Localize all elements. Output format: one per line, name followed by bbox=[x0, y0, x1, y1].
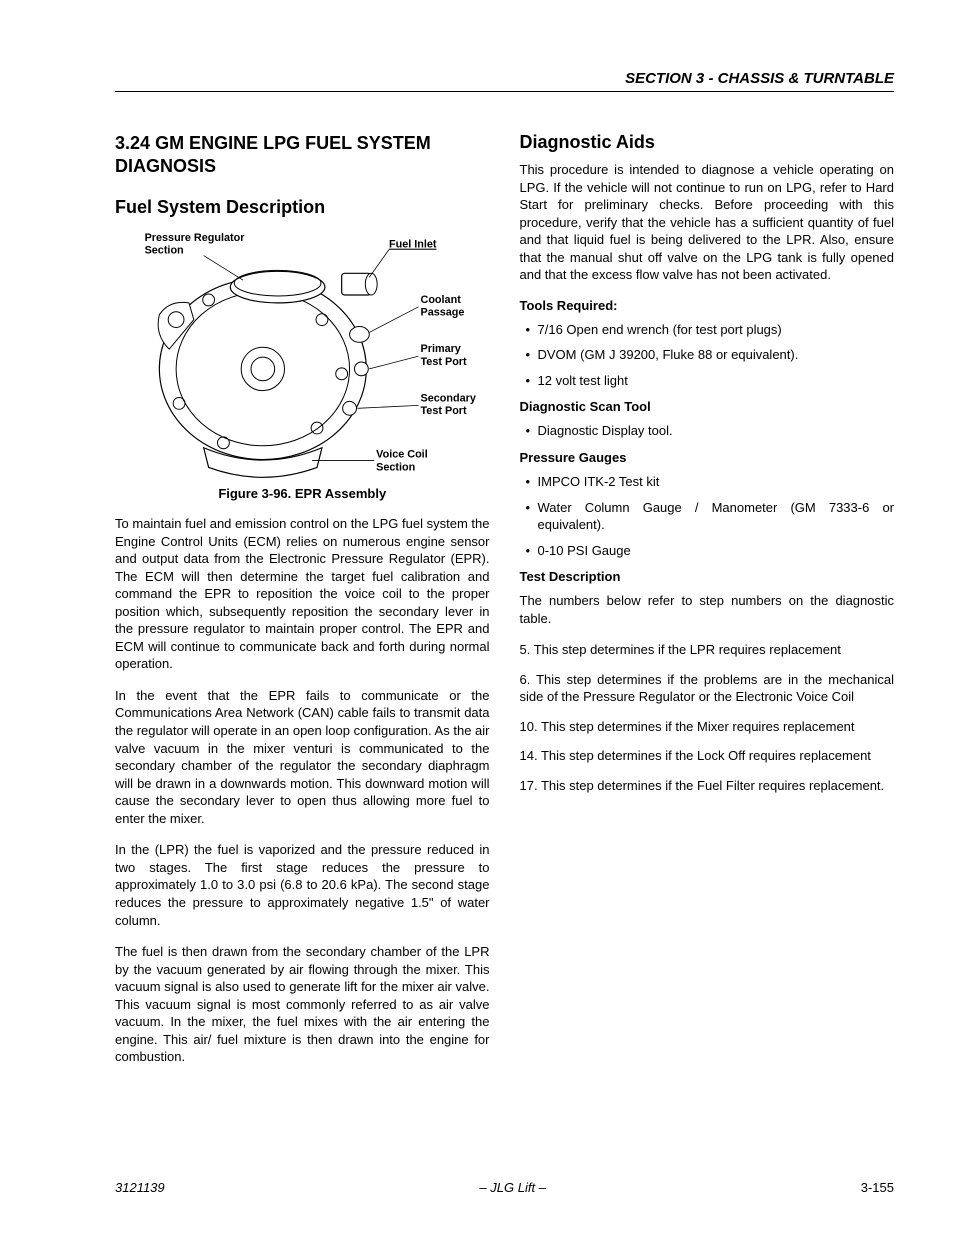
label-test-port-1: Test Port bbox=[421, 356, 468, 368]
diagnostic-aids-title: Diagnostic Aids bbox=[520, 132, 895, 153]
section-header: SECTION 3 - CHASSIS & TURNTABLE bbox=[115, 70, 894, 92]
test-description-label: Test Description bbox=[520, 569, 895, 584]
right-column: Diagnostic Aids This procedure is intend… bbox=[520, 132, 895, 1080]
list-item: 12 volt test light bbox=[520, 372, 895, 390]
step-6: 6. This step determines if the problems … bbox=[520, 671, 895, 706]
main-section-title: 3.24 GM ENGINE LPG FUEL SYSTEM DIAGNOSIS bbox=[115, 132, 490, 179]
label-secondary: Secondary bbox=[421, 392, 476, 404]
pressure-gauges-label: Pressure Gauges bbox=[520, 450, 895, 465]
label-primary: Primary bbox=[421, 343, 461, 355]
label-voice-coil: Voice Coil bbox=[376, 448, 428, 460]
two-column-layout: 3.24 GM ENGINE LPG FUEL SYSTEM DIAGNOSIS… bbox=[115, 132, 894, 1080]
left-column: 3.24 GM ENGINE LPG FUEL SYSTEM DIAGNOSIS… bbox=[115, 132, 490, 1080]
paragraph-1: To maintain fuel and emission control on… bbox=[115, 515, 490, 673]
diagnostic-intro: This procedure is intended to diagnose a… bbox=[520, 161, 895, 284]
list-item: IMPCO ITK-2 Test kit bbox=[520, 473, 895, 491]
label-coolant: Coolant bbox=[421, 294, 462, 306]
test-description-intro: The numbers below refer to step numbers … bbox=[520, 592, 895, 627]
scan-tool-list: Diagnostic Display tool. bbox=[520, 422, 895, 440]
footer-brand: – JLG Lift – bbox=[479, 1180, 545, 1195]
epr-assembly-diagram: Pressure Regulator Section Fuel Inlet Co… bbox=[115, 226, 490, 482]
list-item: DVOM (GM J 39200, Fluke 88 or equivalent… bbox=[520, 346, 895, 364]
label-passage: Passage bbox=[421, 306, 465, 318]
subsection-title: Fuel System Description bbox=[115, 197, 490, 218]
list-item: 7/16 Open end wrench (for test port plug… bbox=[520, 321, 895, 339]
page-footer: 3121139 – JLG Lift – 3-155 bbox=[115, 1180, 894, 1195]
paragraph-2: In the event that the EPR fails to commu… bbox=[115, 687, 490, 827]
title-number: 3.24 bbox=[115, 133, 150, 153]
gauges-list: IMPCO ITK-2 Test kit Water Column Gauge … bbox=[520, 473, 895, 559]
step-10: 10. This step determines if the Mixer re… bbox=[520, 718, 895, 736]
tools-required-label: Tools Required: bbox=[520, 298, 895, 313]
label-section-1: Section bbox=[145, 244, 184, 256]
label-fuel-inlet: Fuel Inlet bbox=[389, 238, 437, 250]
label-test-port-2: Test Port bbox=[421, 405, 468, 417]
step-14: 14. This step determines if the Lock Off… bbox=[520, 747, 895, 765]
footer-page-number: 3-155 bbox=[861, 1180, 894, 1195]
figure-caption: Figure 3-96. EPR Assembly bbox=[115, 486, 490, 501]
list-item: 0-10 PSI Gauge bbox=[520, 542, 895, 560]
list-item: Diagnostic Display tool. bbox=[520, 422, 895, 440]
scan-tool-label: Diagnostic Scan Tool bbox=[520, 399, 895, 414]
footer-doc-number: 3121139 bbox=[115, 1180, 165, 1195]
tools-list: 7/16 Open end wrench (for test port plug… bbox=[520, 321, 895, 390]
label-section-2: Section bbox=[376, 461, 415, 473]
list-item: Water Column Gauge / Manometer (GM 7333-… bbox=[520, 499, 895, 534]
paragraph-4: The fuel is then drawn from the secondar… bbox=[115, 943, 490, 1066]
paragraph-3: In the (LPR) the fuel is vaporized and t… bbox=[115, 841, 490, 929]
step-17: 17. This step determines if the Fuel Fil… bbox=[520, 777, 895, 795]
title-text: GM ENGINE LPG FUEL SYSTEM DIAGNOSIS bbox=[115, 133, 431, 176]
figure-epr-assembly: Pressure Regulator Section Fuel Inlet Co… bbox=[115, 226, 490, 501]
step-5: 5. This step determines if the LPR requi… bbox=[520, 641, 895, 659]
label-pressure-regulator: Pressure Regulator bbox=[145, 232, 246, 244]
